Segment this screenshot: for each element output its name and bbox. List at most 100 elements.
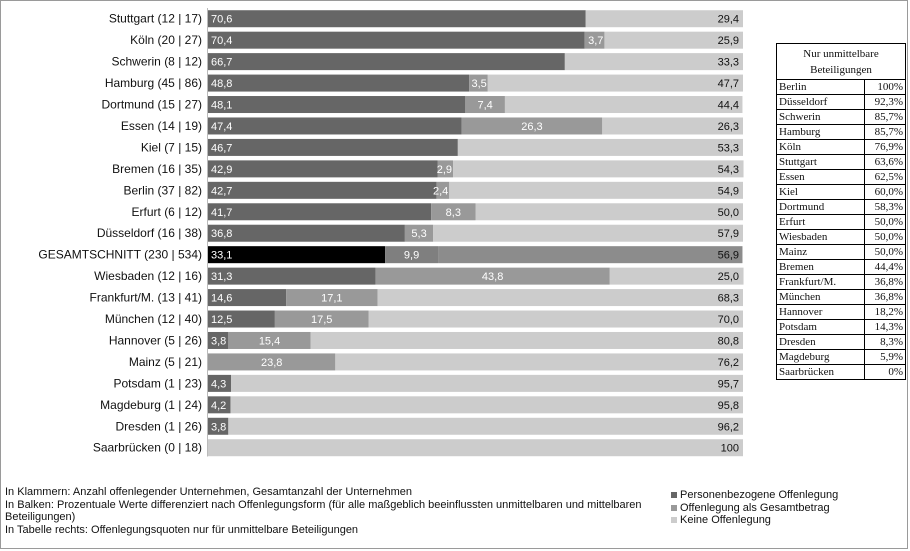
bar-segment-gesamtbetrag [437, 160, 454, 178]
legend-swatch [671, 504, 677, 511]
bar-segment-personenbezogen [208, 96, 466, 114]
legend-swatch [671, 492, 677, 499]
data-label: 76,2 [718, 357, 739, 369]
category-label: Potsdam (1 | 23) [114, 376, 203, 390]
side-table-row: Stuttgart 63,6% [777, 154, 905, 170]
note-line-1: In Klammern: Anzahl offenlegender Untern… [5, 486, 413, 498]
side-table-row: Magdeburg 5,9% [777, 349, 905, 365]
note-line-2: In Balken: Prozentuale Werte differenzie… [5, 498, 642, 524]
data-label: 43,8 [482, 271, 503, 283]
data-label: 5,3 [411, 228, 426, 240]
data-label: 48,8 [211, 78, 232, 90]
data-label: 33,3 [718, 57, 739, 69]
data-label: 95,7 [718, 378, 739, 390]
side-table-city: Mainz [777, 244, 865, 260]
side-table-value: 85,7% [864, 124, 905, 140]
side-table-row: Mainz 50,0% [777, 244, 905, 260]
bar-segment-gesamtbetrag [208, 353, 336, 371]
side-table-value: 100% [864, 80, 905, 95]
side-table-value: 50,0% [864, 244, 905, 260]
bar-segment-keine [609, 267, 744, 285]
legend-item-gesamtbetrag: Offenlegung als Gesamtbetrag [671, 502, 838, 515]
legend-label: Keine Offenlegung [680, 514, 771, 526]
side-table-value: 58,3% [864, 199, 905, 215]
data-label: 46,7 [211, 142, 232, 154]
bar-segment-personenbezogen [208, 31, 585, 49]
data-label: 48,1 [211, 100, 232, 112]
legend-swatch [671, 517, 677, 524]
data-label: 57,9 [718, 228, 739, 240]
side-table-city: Hannover [777, 304, 865, 320]
legend: Personenbezogene Offenlegung Offenlegung… [671, 489, 838, 527]
bar-segment-personenbezogen [208, 417, 229, 435]
category-label: Frankfurt/M. (13 | 41) [90, 291, 202, 305]
data-label: 66,7 [211, 57, 232, 69]
legend-label: Personenbezogene Offenlegung [680, 489, 839, 501]
bar-segment-keine [602, 117, 743, 135]
side-table-row: Hamburg 85,7% [777, 124, 905, 140]
data-label: 54,9 [718, 185, 739, 197]
bar-segment-keine [453, 160, 744, 178]
data-label: 95,8 [718, 400, 739, 412]
data-label: 96,2 [718, 421, 739, 433]
data-label: 68,3 [718, 293, 739, 305]
side-table-city: Düsseldorf [777, 94, 865, 110]
bar-segment-keine [449, 181, 743, 199]
bar-segment-keine [475, 203, 743, 221]
bar-segment-keine [230, 396, 744, 414]
category-label: Essen (14 | 19) [121, 119, 202, 133]
side-table-row: Saarbrücken 0% [777, 364, 905, 379]
bar-segment-personenbezogen [208, 331, 229, 349]
side-table-value: 62,5% [864, 169, 905, 185]
bar-segment-personenbezogen [208, 224, 405, 242]
category-label: GESAMTSCHNITT (230 | 534) [38, 248, 202, 262]
side-table: Nur unmittelbare Beteiligungen Berlin 100… [776, 43, 906, 380]
bar-segment-keine [231, 374, 743, 392]
side-table-row: Essen 62,5% [777, 169, 905, 185]
bar-segment-personenbezogen [208, 246, 386, 264]
bar-segment-personenbezogen [208, 10, 586, 28]
bar-segment-gesamtbetrag [436, 181, 450, 199]
data-label: 41,7 [211, 207, 232, 219]
data-label: 56,9 [718, 250, 739, 262]
side-table-city: Hamburg [777, 124, 865, 140]
category-label: Dortmund (15 | 27) [102, 98, 203, 112]
bar-segment-keine [564, 53, 743, 71]
side-table-city: Schwerin [777, 109, 865, 125]
legend-item-personenbezogene: Personenbezogene Offenlegung [671, 489, 838, 502]
bar-segment-gesamtbetrag [375, 267, 610, 285]
data-label: 14,6 [211, 293, 232, 305]
bar-segment-personenbezogen [208, 181, 437, 199]
category-label: Magdeburg (1 | 24) [100, 398, 202, 412]
category-label: Kiel (7 | 15) [141, 140, 202, 154]
legend-item-keine: Keine Offenlegung [671, 514, 838, 527]
bar-segment-personenbezogen [208, 117, 462, 135]
side-table-city: Dortmund [777, 199, 865, 215]
side-table-city: Magdeburg [777, 349, 865, 365]
side-table-value: 14,3% [864, 319, 905, 335]
data-label: 80,8 [718, 335, 739, 347]
data-label: 9,9 [404, 250, 419, 262]
data-label: 31,3 [211, 271, 232, 283]
category-label: Berlin (37 | 82) [124, 183, 203, 197]
data-label: 25,9 [718, 35, 739, 47]
side-table-value: 18,2% [864, 304, 905, 320]
bar-segment-personenbezogen [208, 396, 231, 414]
bar-segment-gesamtbetrag [385, 246, 439, 264]
bar-segment-personenbezogen [208, 53, 565, 71]
side-table-row: Wiesbaden 50,0% [777, 229, 905, 245]
side-table-row: Dortmund 58,3% [777, 199, 905, 215]
side-table-city: Frankfurt/M. [777, 274, 865, 290]
side-table-row: Schwerin 85,7% [777, 109, 905, 125]
bar-segment-personenbezogen [208, 374, 232, 392]
data-label: 100 [721, 443, 739, 455]
side-table-value: 8,3% [864, 334, 905, 350]
data-label: 17,1 [321, 293, 342, 305]
side-table-city: München [777, 289, 865, 305]
bar-segment-gesamtbetrag [274, 310, 369, 328]
side-table-city: Essen [777, 169, 865, 185]
bar-segment-gesamtbetrag [469, 74, 488, 92]
data-label: 4,3 [211, 378, 226, 390]
data-label: 17,5 [311, 314, 332, 326]
bar-segment-gesamtbetrag [465, 96, 505, 114]
